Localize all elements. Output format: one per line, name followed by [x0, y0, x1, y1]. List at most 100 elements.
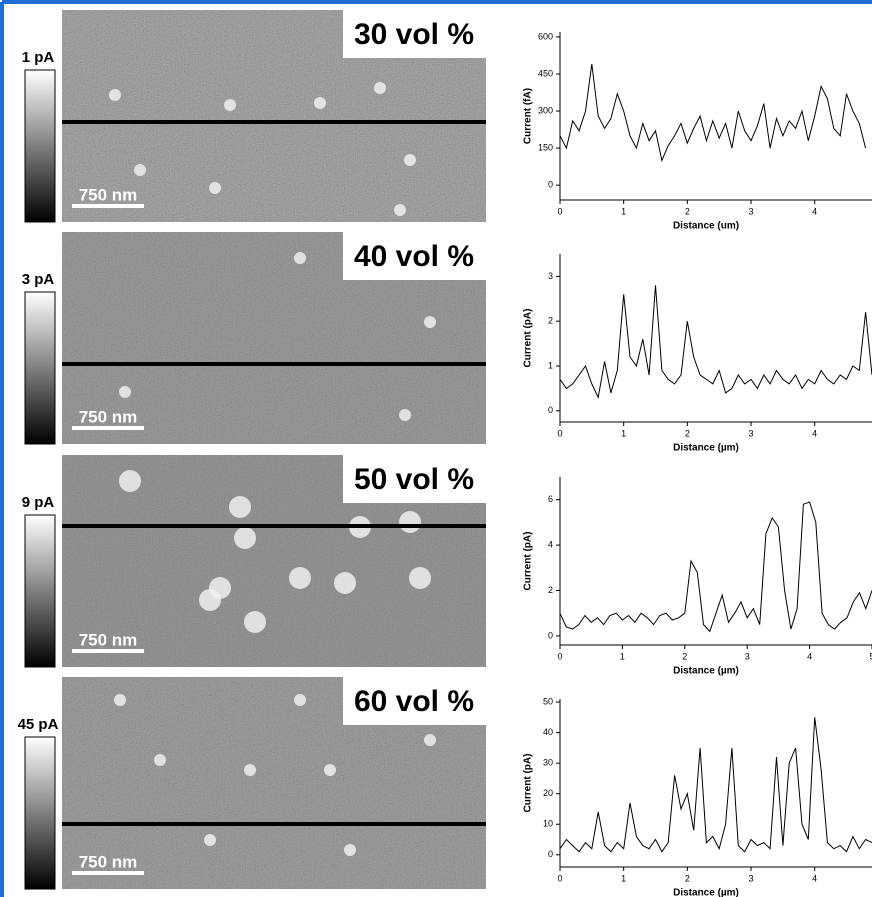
colorbar-label: 3 pA	[22, 271, 55, 288]
bright-spot	[394, 204, 406, 216]
y-axis-label: Current (pA)	[523, 532, 534, 591]
y-tick-label: 40	[543, 727, 553, 737]
y-tick-label: 50	[543, 696, 553, 706]
scale-bar	[72, 204, 144, 208]
x-axis-label: Distance (µm)	[673, 443, 739, 454]
bright-spot	[224, 99, 236, 111]
x-tick-label: 2	[682, 651, 687, 661]
x-axis-label: Distance (µm)	[673, 666, 739, 677]
bright-spot	[119, 470, 141, 492]
data-line	[559, 285, 872, 400]
bright-spot	[344, 844, 356, 856]
y-tick-label: 6	[548, 494, 553, 504]
y-tick-label: 300	[538, 105, 553, 115]
scale-bar-label: 750 nm	[79, 852, 138, 871]
x-tick-label: 1	[620, 651, 625, 661]
y-tick-label: 0	[548, 849, 553, 859]
x-axis-label: Distance (µm)	[673, 888, 739, 897]
bright-spot	[314, 97, 326, 109]
x-tick-label: 2	[685, 428, 690, 438]
bright-spot	[324, 764, 336, 776]
y-tick-label: 2	[548, 585, 553, 595]
bright-spot	[234, 527, 256, 549]
colorbar	[24, 291, 56, 445]
scale-bar-label: 750 nm	[79, 630, 138, 649]
y-tick-label: 20	[543, 788, 553, 798]
x-tick-label: 3	[749, 428, 754, 438]
panel-label: 60 vol %	[354, 685, 474, 718]
panel-label: 50 vol %	[354, 463, 474, 496]
bright-spot	[199, 589, 221, 611]
bright-spot	[114, 694, 126, 706]
panel-label: 30 vol %	[354, 18, 474, 51]
bright-spot	[399, 511, 421, 533]
bright-spot	[294, 694, 306, 706]
x-tick-label: 5	[869, 651, 872, 661]
label-box	[343, 10, 486, 58]
x-tick-label: 3	[749, 206, 754, 216]
bright-spot	[209, 182, 221, 194]
data-line	[559, 501, 872, 633]
bright-spot	[334, 572, 356, 594]
y-axis-label: Current (fA)	[523, 88, 534, 144]
bright-spot	[374, 82, 386, 94]
scale-bar	[72, 649, 144, 653]
x-tick-label: 4	[812, 206, 817, 216]
x-tick-label: 1	[621, 873, 626, 883]
label-box	[343, 677, 486, 725]
label-box	[343, 232, 486, 280]
bright-spot	[244, 764, 256, 776]
x-tick-label: 0	[557, 428, 562, 438]
colorbar	[24, 69, 56, 223]
label-box	[343, 455, 486, 503]
colorbar	[24, 514, 56, 668]
colorbar	[24, 736, 56, 890]
y-tick-label: 150	[538, 142, 553, 152]
data-line	[559, 717, 872, 853]
x-tick-label: 2	[685, 873, 690, 883]
bright-spot	[409, 567, 431, 589]
y-axis-label: Current (pA)	[523, 309, 534, 368]
x-tick-label: 4	[812, 428, 817, 438]
x-tick-label: 4	[812, 873, 817, 883]
x-tick-label: 3	[749, 873, 754, 883]
x-tick-label: 0	[557, 873, 562, 883]
bright-spot	[404, 154, 416, 166]
bright-spot	[134, 164, 146, 176]
bright-spot	[229, 496, 251, 518]
colorbar-label: 1 pA	[22, 49, 55, 66]
x-tick-label: 1	[621, 428, 626, 438]
y-tick-label: 2	[548, 316, 553, 326]
colorbar-label: 45 pA	[18, 716, 59, 733]
bright-spot	[294, 252, 306, 264]
bright-spot	[399, 409, 411, 421]
y-tick-label: 0	[548, 630, 553, 640]
x-tick-label: 4	[807, 651, 812, 661]
y-axis-label: Current (pA)	[523, 754, 534, 813]
bright-spot	[119, 386, 131, 398]
scale-bar-label: 750 nm	[79, 185, 138, 204]
x-tick-label: 0	[557, 206, 562, 216]
y-tick-label: 3	[548, 271, 553, 281]
x-axis-label: Distance (um)	[673, 221, 739, 232]
scale-bar-label: 750 nm	[79, 407, 138, 426]
bright-spot	[424, 316, 436, 328]
panel-label: 40 vol %	[354, 240, 474, 273]
y-tick-label: 1	[548, 360, 553, 370]
bright-spot	[204, 834, 216, 846]
data-line	[559, 64, 867, 163]
afm-image: 60 vol % 750 nm	[62, 677, 486, 889]
afm-image: 50 vol % 750 nm	[62, 455, 486, 667]
bright-spot	[109, 89, 121, 101]
bright-spot	[154, 754, 166, 766]
y-tick-label: 4	[548, 539, 553, 549]
afm-image: 30 vol % 750 nm	[62, 10, 486, 222]
y-tick-label: 30	[543, 758, 553, 768]
scale-bar	[72, 426, 144, 430]
bright-spot	[289, 567, 311, 589]
scale-bar	[72, 871, 144, 875]
y-tick-label: 0	[548, 405, 553, 415]
afm-image: 40 vol % 750 nm	[62, 232, 486, 444]
